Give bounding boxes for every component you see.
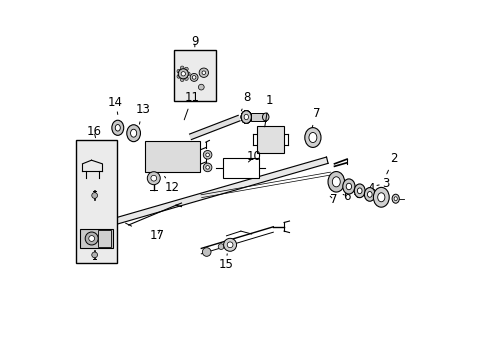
Ellipse shape: [244, 114, 248, 120]
Ellipse shape: [241, 111, 251, 123]
Text: 5: 5: [354, 188, 362, 201]
Circle shape: [205, 153, 209, 157]
Text: 16: 16: [86, 125, 102, 138]
Text: 8: 8: [241, 91, 250, 111]
Bar: [80, 229, 113, 248]
Ellipse shape: [115, 125, 120, 131]
Circle shape: [205, 166, 209, 169]
Circle shape: [184, 67, 188, 71]
Bar: [174, 50, 215, 101]
Text: 9: 9: [191, 35, 198, 48]
Circle shape: [203, 150, 211, 159]
Text: 11: 11: [184, 91, 200, 120]
Ellipse shape: [304, 128, 320, 148]
Text: 4: 4: [366, 183, 374, 195]
Circle shape: [147, 172, 160, 185]
Circle shape: [151, 175, 156, 181]
Ellipse shape: [241, 111, 251, 123]
Ellipse shape: [364, 188, 374, 201]
Ellipse shape: [130, 129, 137, 137]
Ellipse shape: [126, 125, 140, 141]
Text: 13: 13: [135, 103, 150, 124]
Text: 2: 2: [386, 152, 397, 174]
Ellipse shape: [308, 132, 316, 143]
Ellipse shape: [241, 111, 251, 123]
Circle shape: [186, 72, 190, 76]
Circle shape: [89, 235, 94, 241]
Text: 14: 14: [108, 96, 123, 114]
Text: 6: 6: [342, 190, 350, 203]
Circle shape: [199, 68, 208, 77]
Circle shape: [184, 77, 188, 80]
Text: 10: 10: [246, 150, 262, 163]
Ellipse shape: [391, 194, 399, 203]
Bar: [257, 126, 284, 153]
Ellipse shape: [366, 192, 371, 197]
Circle shape: [227, 242, 232, 248]
Circle shape: [181, 72, 185, 76]
Circle shape: [198, 84, 204, 90]
Circle shape: [203, 163, 211, 172]
Circle shape: [92, 252, 97, 258]
Circle shape: [180, 66, 183, 69]
Ellipse shape: [346, 183, 351, 190]
Ellipse shape: [241, 111, 251, 123]
Circle shape: [178, 69, 188, 79]
Ellipse shape: [327, 172, 344, 192]
Bar: [223, 158, 258, 178]
Circle shape: [202, 248, 211, 256]
Text: 17: 17: [150, 229, 164, 242]
Circle shape: [190, 73, 198, 81]
Ellipse shape: [262, 113, 268, 121]
Bar: [98, 230, 111, 247]
Ellipse shape: [393, 197, 397, 201]
Circle shape: [177, 69, 180, 73]
FancyBboxPatch shape: [144, 141, 200, 172]
Ellipse shape: [241, 111, 251, 123]
Text: 15: 15: [218, 254, 233, 271]
Polygon shape: [189, 115, 240, 140]
Ellipse shape: [373, 187, 388, 207]
Ellipse shape: [241, 111, 251, 123]
Text: 12: 12: [164, 176, 179, 194]
Ellipse shape: [241, 111, 251, 123]
Bar: [76, 140, 117, 263]
Text: 7: 7: [309, 107, 320, 134]
Ellipse shape: [357, 188, 361, 194]
Circle shape: [192, 76, 196, 79]
Ellipse shape: [342, 179, 354, 194]
Ellipse shape: [354, 184, 365, 198]
Text: 7: 7: [329, 193, 337, 206]
Circle shape: [218, 244, 224, 249]
Circle shape: [180, 78, 183, 82]
Ellipse shape: [377, 193, 384, 202]
Circle shape: [177, 75, 180, 78]
Circle shape: [85, 232, 98, 245]
Bar: [251, 113, 265, 121]
Text: 3: 3: [376, 177, 388, 190]
Circle shape: [223, 238, 236, 251]
Ellipse shape: [332, 177, 340, 187]
Circle shape: [92, 193, 97, 198]
Text: 1: 1: [264, 94, 272, 127]
Polygon shape: [114, 157, 327, 225]
Ellipse shape: [112, 120, 123, 135]
Circle shape: [202, 71, 205, 75]
